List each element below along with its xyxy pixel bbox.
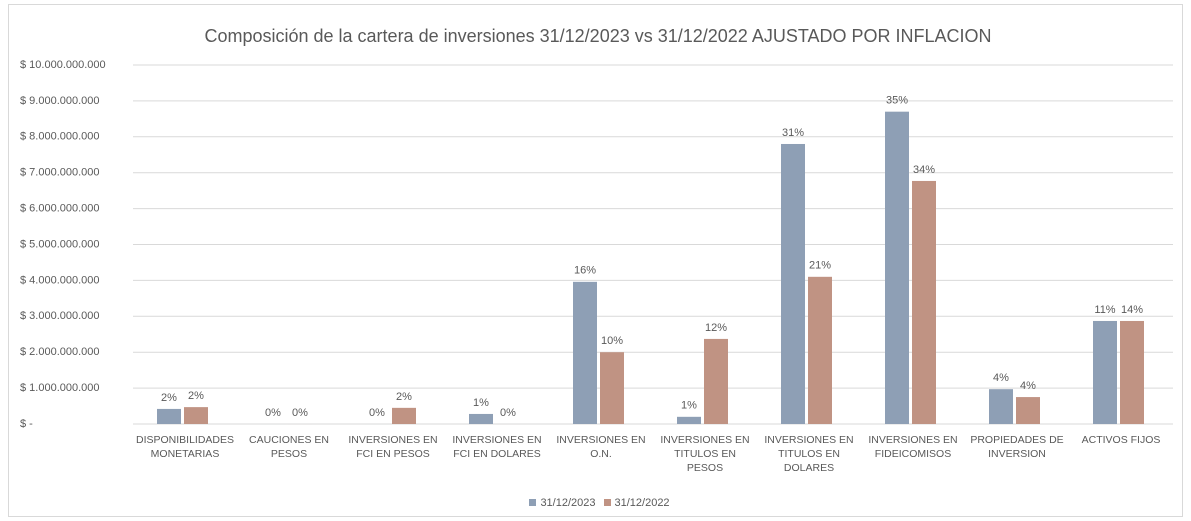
data-label: 2% — [161, 392, 177, 404]
data-label: 34% — [913, 164, 935, 176]
legend: 31/12/2023 31/12/2022 — [0, 497, 1191, 509]
data-label: 12% — [705, 322, 727, 334]
chart-title: Composición de la cartera de inversiones… — [204, 26, 991, 46]
data-label: 2% — [396, 391, 412, 403]
data-label: 4% — [1020, 380, 1036, 392]
bar — [392, 407, 416, 424]
y-tick-label: $ 9.000.000.000 — [20, 95, 100, 107]
x-tick-label: INVERSIONES EN FIDEICOMISOS — [868, 434, 958, 460]
bar — [573, 281, 597, 424]
x-tick-label: CAUCIONES EN PESOS — [249, 434, 329, 460]
data-label: 1% — [681, 400, 697, 412]
y-tick-label: $ 6.000.000.000 — [20, 203, 100, 215]
x-tick-label: INVERSIONES EN O.N. — [556, 434, 646, 460]
data-label: 31% — [782, 127, 804, 139]
x-tick-label: DISPONIBILIDADES MONETARIAS — [135, 434, 235, 460]
data-label: 16% — [574, 265, 596, 277]
y-tick-label: $ 7.000.000.000 — [20, 167, 100, 179]
data-label: 0% — [369, 407, 385, 419]
data-label: 11% — [1094, 304, 1115, 316]
bar — [808, 276, 832, 424]
bar — [912, 180, 936, 424]
y-tick-label: $ 2.000.000.000 — [20, 346, 100, 358]
bar — [885, 111, 909, 425]
bar — [677, 416, 701, 424]
data-label: 0% — [500, 407, 516, 419]
legend-swatch — [603, 499, 611, 506]
x-tick-label: INVERSIONES EN FCI EN DOLARES — [452, 434, 542, 460]
x-tick-label: INVERSIONES EN TITULOS EN DOLARES — [764, 434, 854, 474]
y-tick-label: $ 3.000.000.000 — [20, 310, 100, 322]
data-label: 0% — [292, 407, 308, 419]
data-label: 1% — [473, 397, 489, 409]
x-tick-label: ACTIVOS FIJOS — [1081, 434, 1161, 446]
data-label: 2% — [188, 390, 204, 402]
data-label: 14% — [1121, 304, 1143, 316]
bar — [600, 352, 624, 424]
bar — [781, 143, 805, 425]
bar — [1120, 320, 1144, 424]
x-tick-label: INVERSIONES EN TITULOS EN PESOS — [660, 434, 750, 474]
bar — [989, 389, 1013, 424]
x-tick-label: PROPIEDADES DE INVERSION — [970, 434, 1064, 460]
y-tick-label: $ 10.000.000.000 — [20, 59, 106, 71]
chart-frame — [8, 4, 1183, 517]
bar — [1016, 397, 1040, 424]
bar — [469, 413, 493, 424]
y-tick-label: $ 1.000.000.000 — [20, 382, 100, 394]
legend-swatch — [529, 499, 537, 506]
data-label: 10% — [601, 335, 623, 347]
y-tick-label: $ 4.000.000.000 — [20, 274, 100, 286]
legend-label: 31/12/2023 — [540, 497, 596, 509]
y-tick-label: $ - — [20, 418, 33, 430]
legend-label: 31/12/2022 — [614, 497, 670, 509]
y-tick-label: $ 5.000.000.000 — [20, 238, 100, 250]
bar — [157, 408, 181, 424]
data-label: 35% — [886, 95, 908, 107]
data-label: 21% — [809, 260, 831, 272]
bar — [184, 407, 208, 424]
data-label: 0% — [265, 407, 281, 419]
y-tick-label: $ 8.000.000.000 — [20, 131, 100, 143]
bar — [1093, 320, 1117, 424]
bar — [704, 338, 728, 424]
data-label: 4% — [993, 372, 1009, 384]
x-tick-label: INVERSIONES EN FCI EN PESOS — [348, 434, 438, 460]
